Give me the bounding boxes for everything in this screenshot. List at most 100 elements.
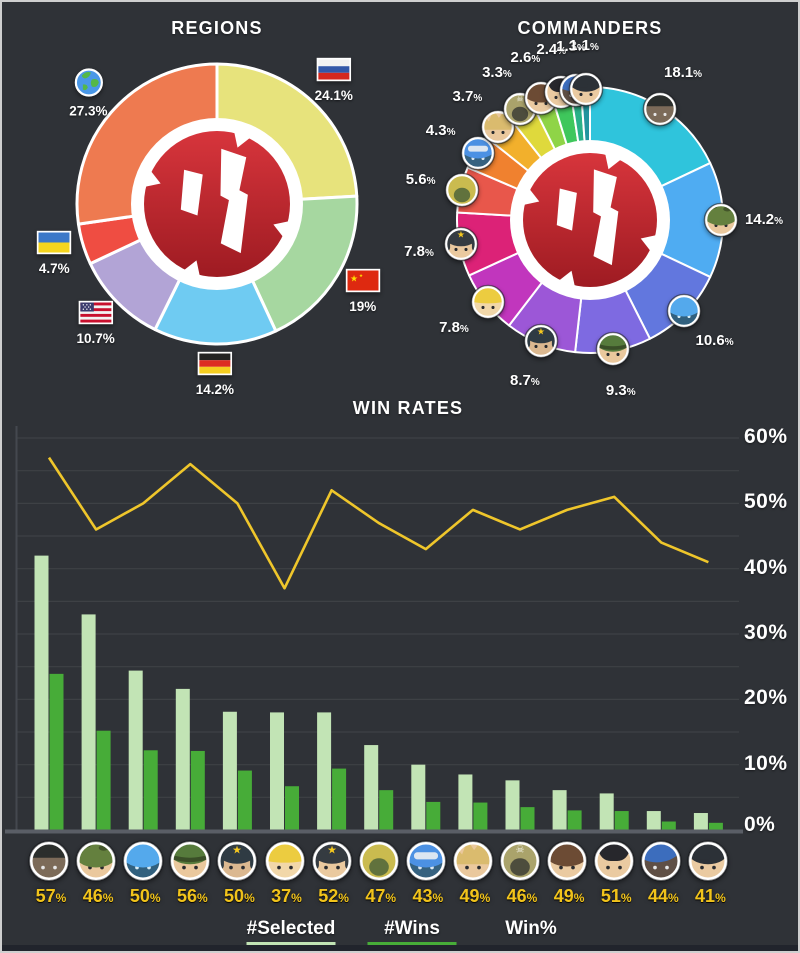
win-pct-label: 44%	[647, 886, 679, 906]
commander-avatar-skull-hood-icon: ☠	[500, 89, 540, 129]
win-pct-line	[47, 456, 709, 590]
win-pct-label: 51%	[600, 886, 632, 906]
bar-selected-green-helmet	[175, 688, 190, 831]
commander-pct-label: 10.6%	[695, 332, 734, 350]
svg-text:★: ★	[327, 843, 337, 856]
bar-wins-top-hat	[49, 673, 64, 831]
axis-avatar-black-ushanka-icon: ★	[308, 837, 356, 885]
logo-notch	[520, 186, 540, 206]
y-axis-tick: 50%	[744, 490, 788, 514]
axis-avatar-skull-hood-icon: ☠	[496, 837, 544, 885]
commander-avatar-black-ushanka-icon: ★	[441, 224, 481, 264]
axis-avatar-blue-helmet-icon	[119, 837, 167, 885]
win-pct-label: 41%	[695, 886, 726, 906]
logo-notch	[142, 168, 161, 188]
commander-pct-label: 2.6%	[510, 49, 541, 67]
y-axis-tick: 0%	[744, 813, 776, 836]
commander-avatar-black-cap-icon	[566, 69, 606, 109]
win-pct-label: 46%	[506, 886, 538, 906]
commander-pct-label: 14.2%	[744, 211, 784, 229]
bar-wins-blonde-hair	[473, 802, 488, 831]
commander-avatar-top-hat-icon	[640, 89, 680, 129]
region-label: 10.7%	[77, 300, 115, 346]
commanders-title: COMMANDERS	[517, 18, 663, 38]
bar-wins-green-helmet	[190, 750, 205, 831]
axis-avatar-ushanka-star-icon: ★	[213, 837, 261, 885]
footer-strip	[2, 945, 798, 951]
logo-notch	[233, 129, 253, 148]
svg-text:★: ★	[350, 275, 358, 285]
axis-avatar-top-hat-icon	[25, 837, 73, 885]
win-pct-label: 57%	[35, 886, 67, 906]
y-axis-tick: 10%	[744, 751, 788, 775]
region-pct-label: 14.2%	[195, 381, 234, 397]
bar-wins-fur-hat	[567, 810, 582, 831]
logo-notch	[640, 234, 660, 254]
region-pct-label: 19%	[349, 299, 377, 315]
commander-pct-label: 3.3%	[482, 64, 512, 82]
bar-wins-yellow-hard-hat	[285, 786, 299, 831]
germany-flag-icon	[197, 351, 233, 381]
axis-avatar-yellow-hard-hat-icon	[261, 837, 309, 885]
win-pct-label: 37%	[271, 886, 302, 906]
bar-selected-ushanka-star	[222, 711, 237, 831]
bar-selected-camo-hat	[81, 614, 96, 831]
bar-wins-black-ushanka	[332, 768, 347, 831]
region-label: 14.2%	[196, 351, 234, 397]
world-globe-icon	[73, 67, 103, 102]
commander-pct-label: 7.8%	[439, 319, 469, 337]
region-label: 27.3%	[69, 67, 108, 119]
bar-selected-blue-helmet	[128, 670, 143, 831]
legend-item-wins: #Wins	[384, 918, 440, 939]
bar-selected-top-hat	[34, 555, 49, 831]
axis-avatar-fur-hat-icon	[543, 837, 591, 885]
region-label: 24.1%	[315, 57, 353, 103]
usa-flag-icon	[78, 300, 114, 330]
win-pct-label: 50%	[129, 886, 161, 906]
win-pct-label: 49%	[459, 886, 491, 906]
svg-text:★: ★	[537, 328, 545, 338]
y-axis-tick: 20%	[744, 686, 788, 710]
region-pct-label: 24.1%	[314, 88, 353, 104]
commander-pct-label: 1.1%	[569, 37, 599, 55]
bar-selected-bearskin-hat	[599, 793, 614, 831]
axis-avatar-bearskin-hat-icon	[590, 837, 638, 885]
logo-notch	[604, 150, 624, 170]
china-flag-icon: ★ ★	[345, 268, 381, 298]
bar-wins-visor-helmet	[426, 801, 441, 831]
win-pct-label: 49%	[553, 886, 585, 906]
bar-wins-camo-hat	[96, 730, 111, 831]
logo-notch	[556, 270, 576, 290]
region-pct-label: 4.7%	[38, 260, 70, 276]
bar-selected-yellow-hard-hat	[270, 712, 284, 831]
bar-selected-black-cap	[693, 813, 708, 831]
ukraine-flag-icon	[36, 230, 72, 260]
svg-text:★: ★	[457, 231, 465, 241]
commander-avatar-gas-mask-hood-icon	[442, 170, 482, 210]
y-axis-tick: 60%	[744, 425, 788, 449]
commander-pct-label: 18.1%	[663, 64, 703, 82]
bar-selected-fur-hat	[552, 790, 567, 831]
region-pct-label: 27.3%	[69, 103, 108, 119]
svg-text:★: ★	[233, 843, 243, 856]
commander-pct-label: 3.7%	[452, 87, 483, 105]
bar-wins-bearskin-hat	[614, 811, 629, 831]
axis-avatar-gas-mask-hood-icon	[355, 837, 403, 885]
win-pct-label: 50%	[224, 886, 255, 906]
win-pct-label: 43%	[412, 886, 444, 906]
y-axis-tick: 30%	[744, 621, 788, 644]
legend-item-win: Win%	[505, 918, 557, 939]
commander-avatar-ushanka-star-icon: ★	[521, 321, 561, 361]
bar-selected-gas-mask-hood	[364, 745, 379, 831]
bar-wins-skull-hood	[520, 807, 535, 831]
win-pct-label: 46%	[82, 886, 114, 906]
bar-wins-ushanka-star	[237, 770, 252, 831]
commander-avatar-yellow-hard-hat-icon	[468, 282, 508, 322]
axis-avatar-black-cap-icon	[684, 837, 732, 885]
win-pct-label: 52%	[318, 886, 349, 906]
commander-avatar-green-helmet-icon	[593, 329, 633, 369]
axis-avatar-blue-beret-icon	[637, 837, 685, 885]
region-label: ★ ★ 19%	[345, 268, 381, 314]
bar-selected-black-ushanka	[317, 712, 332, 831]
